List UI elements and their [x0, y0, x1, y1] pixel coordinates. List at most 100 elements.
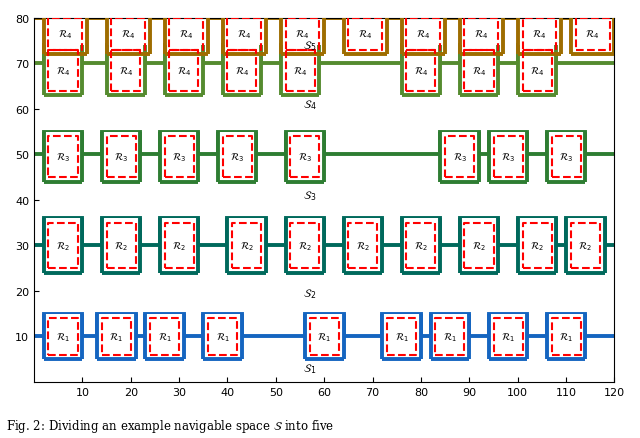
Text: $\mathcal{S}_5$: $\mathcal{S}_5$ — [303, 39, 316, 53]
Bar — [310, 318, 339, 355]
Text: $\mathcal{R}_4$: $\mathcal{R}_4$ — [474, 28, 488, 41]
Bar — [445, 137, 474, 178]
Bar — [106, 137, 136, 178]
Text: $\mathcal{R}_1$: $\mathcal{R}_1$ — [109, 330, 124, 343]
Bar — [552, 318, 580, 355]
Text: $\mathcal{R}_2$: $\mathcal{R}_2$ — [56, 240, 70, 252]
Text: $\mathcal{R}_2$: $\mathcal{R}_2$ — [414, 240, 428, 252]
Bar — [547, 132, 586, 182]
Bar — [102, 219, 140, 273]
Text: $\mathcal{R}_3$: $\mathcal{R}_3$ — [230, 151, 244, 164]
Text: $\mathcal{S}_3$: $\mathcal{S}_3$ — [303, 189, 316, 203]
Bar — [291, 223, 319, 268]
Bar — [406, 223, 435, 268]
Bar — [285, 132, 324, 182]
Bar — [402, 219, 440, 273]
Bar — [518, 46, 556, 96]
Bar — [489, 314, 527, 359]
Bar — [281, 46, 319, 96]
Bar — [402, 46, 440, 96]
Text: $\mathcal{R}_2$: $\mathcal{R}_2$ — [530, 240, 544, 252]
Text: $\mathcal{R}_3$: $\mathcal{R}_3$ — [298, 151, 312, 164]
Text: $\mathcal{R}_2$: $\mathcal{R}_2$ — [579, 240, 593, 252]
Bar — [518, 219, 556, 273]
Text: $\mathcal{R}_1$: $\mathcal{R}_1$ — [395, 330, 408, 343]
Text: $\mathcal{R}_3$: $\mathcal{R}_3$ — [172, 151, 186, 164]
Bar — [566, 219, 605, 273]
Bar — [44, 46, 83, 96]
Bar — [44, 14, 87, 55]
Text: $\mathcal{R}_3$: $\mathcal{R}_3$ — [501, 151, 515, 164]
Text: $\mathcal{R}_4$: $\mathcal{R}_4$ — [530, 65, 544, 78]
Bar — [285, 51, 314, 92]
Bar — [344, 219, 382, 273]
Bar — [111, 51, 140, 92]
Bar — [164, 14, 208, 55]
Text: $\mathcal{R}_3$: $\mathcal{R}_3$ — [559, 151, 573, 164]
Text: $\mathcal{R}_2$: $\mathcal{R}_2$ — [240, 240, 254, 252]
Bar — [145, 314, 184, 359]
Bar — [106, 223, 136, 268]
Bar — [552, 137, 580, 178]
Text: $\mathcal{R}_4$: $\mathcal{R}_4$ — [358, 28, 372, 41]
Text: $\mathcal{R}_4$: $\mathcal{R}_4$ — [293, 65, 307, 78]
Text: $\mathcal{R}_1$: $\mathcal{R}_1$ — [501, 330, 515, 343]
Bar — [305, 314, 344, 359]
Text: $\mathcal{R}_1$: $\mathcal{R}_1$ — [559, 330, 573, 343]
Bar — [402, 14, 445, 55]
Text: $\mathcal{R}_4$: $\mathcal{R}_4$ — [295, 28, 310, 41]
Bar — [460, 46, 499, 96]
Bar — [348, 19, 382, 51]
Bar — [170, 51, 198, 92]
Text: Fig. 2: Dividing an example navigable space $\mathcal{S}$ into five: Fig. 2: Dividing an example navigable sp… — [6, 417, 335, 434]
Bar — [547, 314, 586, 359]
Bar — [522, 51, 552, 92]
Bar — [387, 318, 416, 355]
Text: $\mathcal{R}_4$: $\mathcal{R}_4$ — [179, 28, 193, 41]
Bar — [232, 223, 261, 268]
Bar — [465, 223, 493, 268]
Text: $\mathcal{R}_4$: $\mathcal{R}_4$ — [235, 65, 249, 78]
Bar — [106, 14, 150, 55]
Text: $\mathcal{R}_1$: $\mathcal{R}_1$ — [56, 330, 70, 343]
Bar — [522, 223, 552, 268]
Text: $\mathcal{R}_3$: $\mathcal{R}_3$ — [114, 151, 128, 164]
Bar — [227, 219, 266, 273]
Text: $\mathcal{R}_2$: $\mathcal{R}_2$ — [114, 240, 128, 252]
Bar — [571, 223, 600, 268]
Bar — [576, 19, 610, 51]
Text: $\mathcal{R}_4$: $\mathcal{R}_4$ — [416, 28, 431, 41]
Text: $\mathcal{S}_2$: $\mathcal{S}_2$ — [303, 286, 316, 300]
Text: $\mathcal{R}_4$: $\mathcal{R}_4$ — [413, 65, 428, 78]
Text: $\mathcal{S}_1$: $\mathcal{S}_1$ — [303, 361, 316, 375]
Bar — [460, 14, 503, 55]
Bar — [435, 318, 465, 355]
Bar — [571, 14, 614, 55]
Bar — [285, 19, 319, 51]
Bar — [431, 314, 469, 359]
Text: $\mathcal{R}_4$: $\mathcal{R}_4$ — [177, 65, 191, 78]
Bar — [102, 132, 140, 182]
Bar — [406, 51, 435, 92]
Bar — [218, 132, 257, 182]
Text: $\mathcal{R}_4$: $\mathcal{R}_4$ — [472, 65, 486, 78]
Bar — [160, 219, 198, 273]
Bar — [106, 46, 145, 96]
Text: $\mathcal{R}_3$: $\mathcal{R}_3$ — [452, 151, 467, 164]
Text: $\mathcal{R}_2$: $\mathcal{R}_2$ — [298, 240, 312, 252]
Bar — [111, 19, 145, 51]
Bar — [406, 19, 440, 51]
Bar — [493, 137, 522, 178]
Bar — [223, 14, 266, 55]
Bar — [208, 318, 237, 355]
Text: $\mathcal{R}_4$: $\mathcal{R}_4$ — [118, 65, 133, 78]
Text: $\mathcal{R}_1$: $\mathcal{R}_1$ — [157, 330, 172, 343]
Bar — [522, 19, 556, 51]
Bar — [44, 132, 83, 182]
Text: $\mathcal{R}_1$: $\mathcal{R}_1$ — [317, 330, 332, 343]
Bar — [348, 223, 378, 268]
Text: $\mathcal{R}_1$: $\mathcal{R}_1$ — [216, 330, 230, 343]
Bar — [489, 132, 527, 182]
Bar — [465, 51, 493, 92]
Bar — [344, 14, 387, 55]
